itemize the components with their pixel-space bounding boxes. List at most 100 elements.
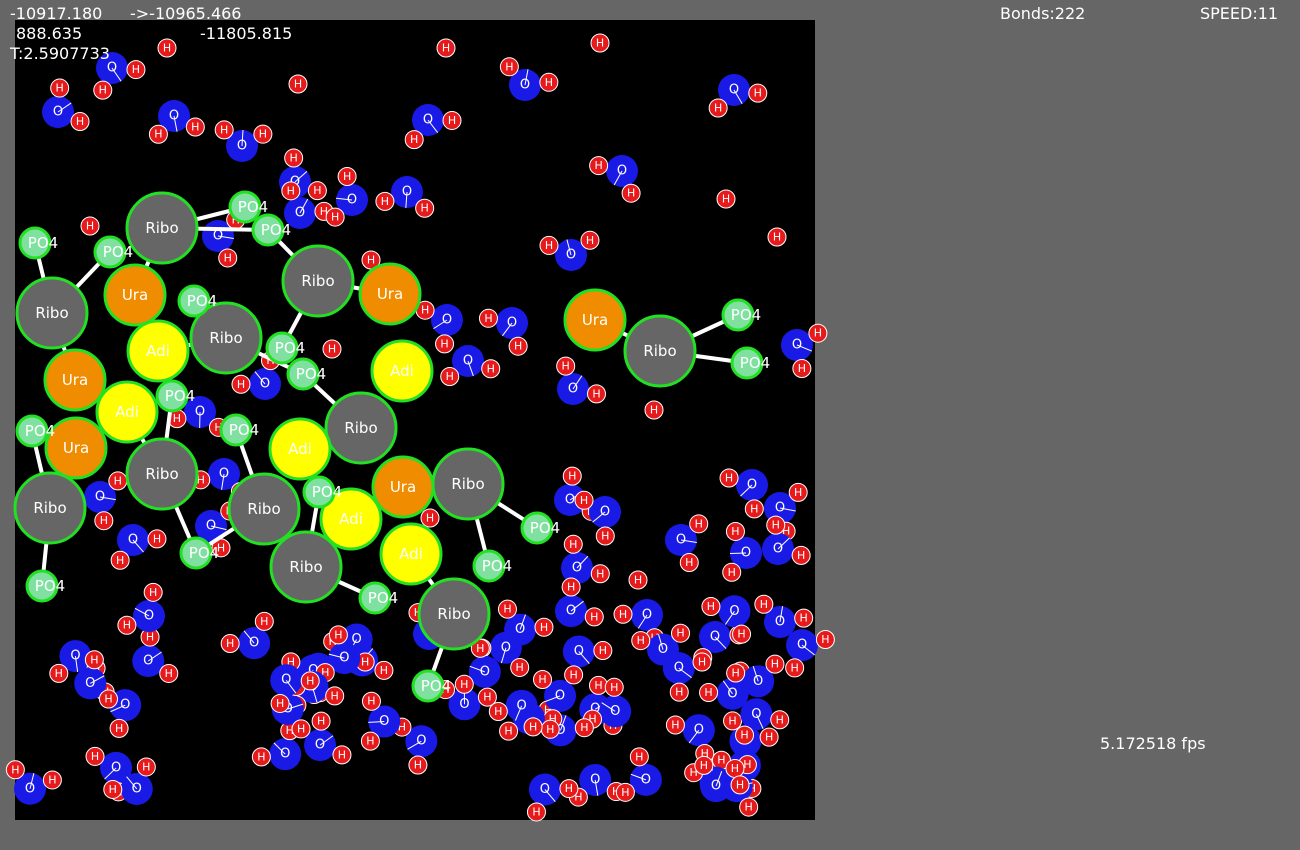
hydrogen-label: H <box>771 658 779 671</box>
hydrogen-label: H <box>567 581 575 594</box>
oxygen-label: O <box>555 688 565 703</box>
oxygen-label: O <box>206 519 216 534</box>
hydrogen-label: H <box>197 473 205 486</box>
hydrogen-label: H <box>760 598 768 611</box>
hydrogen-atom <box>604 677 624 697</box>
hydrogen-atom <box>671 623 691 643</box>
oxygen-label: O <box>729 83 739 98</box>
hydrogen-atom <box>109 718 129 738</box>
hydrogen-label: H <box>707 600 715 613</box>
hydrogen-atom <box>785 658 805 678</box>
molecule <box>730 346 764 380</box>
hydrogen-atom <box>788 482 808 502</box>
oxygen-label: O <box>676 533 686 548</box>
hydrogen-atom <box>561 577 581 597</box>
molecule-label: PO4 <box>296 365 326 383</box>
hydrogen-label: H <box>460 678 468 691</box>
hydrogen-label: H <box>100 514 108 527</box>
oxygen-direction <box>733 89 743 104</box>
hydrogen-atom <box>719 468 739 488</box>
oxygen-label: O <box>402 185 412 200</box>
hydrogen-label: H <box>484 312 492 325</box>
molecule <box>44 416 108 480</box>
hydrogen-atom <box>415 198 435 218</box>
oxygen-direction <box>613 170 623 186</box>
oxygen-direction <box>217 235 234 240</box>
hydrogen-atom <box>94 511 114 531</box>
hydrogen-label: H <box>544 703 552 716</box>
oxygen-label: O <box>727 686 737 701</box>
target-energy: ->-10965.466 <box>130 4 242 23</box>
hydrogen-atom <box>556 356 576 376</box>
molecule-label: Adi <box>399 545 423 563</box>
molecule-label: Ribo <box>437 605 470 623</box>
hydrogen-label: H <box>580 494 588 507</box>
hydrogen-label: H <box>320 205 328 218</box>
oxygen-direction <box>173 115 178 132</box>
oxygen-label: O <box>281 673 291 688</box>
oxygen-direction <box>273 742 286 755</box>
hydrogen-ion <box>436 38 456 58</box>
hydrogen-label: H <box>685 556 693 569</box>
oxygen-label: O <box>568 382 578 397</box>
oxygen-direction <box>110 704 126 713</box>
hydrogen-label: H <box>165 667 173 680</box>
molecule-label: PO4 <box>731 306 761 324</box>
hydrogen-label: H <box>76 115 84 128</box>
oxygen-direction <box>678 667 692 679</box>
molecule <box>623 314 697 388</box>
molecule-label: Ura <box>62 371 88 389</box>
molecule-label: PO4 <box>482 557 512 575</box>
oxygen-direction <box>714 636 727 649</box>
molecule <box>189 301 263 375</box>
hydrogen-atom <box>699 683 719 703</box>
oxygen-label: O <box>555 723 565 738</box>
molecule <box>125 191 199 265</box>
hydrogen-label: H <box>580 721 588 734</box>
hydrogen-label: H <box>90 653 98 666</box>
hydrogen-atom <box>408 755 428 775</box>
hydrogen-label: H <box>56 82 64 95</box>
hydrogen-label: H <box>504 725 512 738</box>
hydrogen-ion <box>767 227 787 247</box>
hydrogen-atom <box>584 607 604 627</box>
oxygen-direction <box>752 665 759 682</box>
hydrogen-atom <box>251 747 271 767</box>
molecule <box>324 391 398 465</box>
oxygen-label: O <box>797 638 807 653</box>
oxygen-label: O <box>572 561 582 576</box>
hydrogen-label: H <box>596 37 604 50</box>
molecule <box>13 471 87 545</box>
hydrogen-atom <box>708 98 728 118</box>
hydrogen-label: H <box>814 327 822 340</box>
oxygen-direction <box>570 600 584 612</box>
oxygen-label: O <box>315 738 325 753</box>
hydrogen-atom <box>253 124 273 144</box>
hydrogen-label: H <box>86 220 94 233</box>
hydrogen-ion <box>80 216 100 236</box>
hydrogen-atom <box>534 617 554 637</box>
hydrogen-label: H <box>123 619 131 632</box>
hydrogen-label: H <box>732 667 740 680</box>
oxygen-direction <box>519 614 526 630</box>
hydrogen-label: H <box>116 554 124 567</box>
molecule-label: PO4 <box>261 221 291 239</box>
oxygen-direction <box>427 119 439 134</box>
oxygen-label: O <box>694 723 704 738</box>
hydrogen-label: H <box>698 655 706 668</box>
oxygen-label: O <box>280 747 290 762</box>
hydrogen-atom <box>754 594 774 614</box>
hydrogen-atom <box>689 514 709 534</box>
oxygen-direction <box>126 776 138 790</box>
molecule-label: Ribo <box>289 558 322 576</box>
hydrogen-label: H <box>569 668 577 681</box>
hydrogen-atom <box>574 718 594 738</box>
hydrogen-label: H <box>153 532 161 545</box>
oxygen-label: O <box>347 193 357 208</box>
hydrogen-label: H <box>635 750 643 763</box>
hydrogen-label: H <box>592 387 600 400</box>
molecule-label: Adi <box>339 510 363 528</box>
hydrogen-label: H <box>214 421 222 434</box>
hydrogen-atom <box>748 83 768 103</box>
hydrogen-label: H <box>91 750 99 763</box>
